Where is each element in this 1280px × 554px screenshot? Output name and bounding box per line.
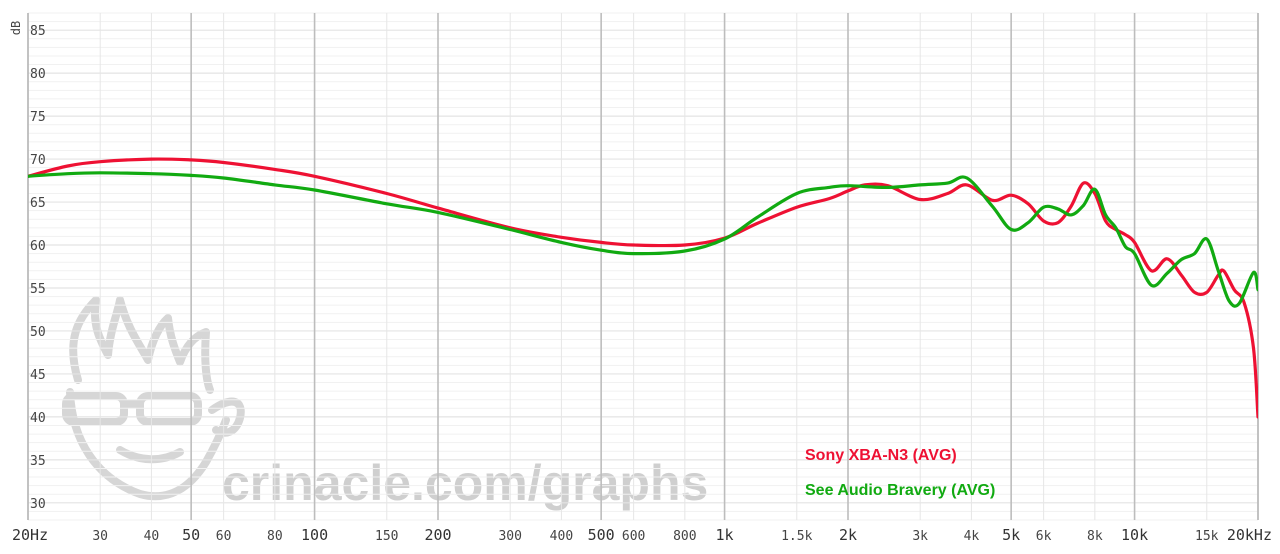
series-line-1: [28, 157, 1258, 419]
y-tick-label: 30: [30, 497, 46, 512]
x-tick-label: 8k: [1087, 529, 1103, 544]
x-tick-label: 50: [182, 526, 200, 544]
x-tick-label: 20Hz: [12, 526, 48, 544]
y-axis-label: dB: [9, 21, 23, 35]
x-tick-label: 60: [216, 529, 232, 544]
x-tick-label: 800: [673, 529, 696, 544]
y-tick-label: 35: [30, 454, 46, 469]
y-tick-label: 40: [30, 411, 46, 426]
y-tick-label: 60: [30, 239, 46, 254]
legend-entry-1: Sony XBA-N3 (AVG): [805, 447, 957, 464]
x-tick-label: 40: [144, 529, 160, 544]
x-tick-label: 2k: [839, 526, 857, 544]
y-tick-label: 50: [30, 325, 46, 340]
series-line-2: [28, 171, 1258, 308]
watermark-text: crinacle.com/graphs: [222, 455, 708, 511]
y-tick-label: 75: [30, 110, 46, 125]
x-tick-label: 150: [375, 529, 398, 544]
x-tick-label: 3k: [912, 529, 928, 544]
grid: [27, 12, 1259, 521]
legend-entry-2: See Audio Bravery (AVG): [805, 482, 995, 499]
x-axis: 20Hz 30 40 50 60 80 100 150 200 300 400 500 600 800 1k…: [12, 526, 1272, 544]
y-tick-label: 45: [30, 368, 46, 383]
x-tick-label: 300: [498, 529, 521, 544]
x-tick-label: 100: [301, 526, 328, 544]
x-tick-label: 30: [92, 529, 108, 544]
y-tick-label: 70: [30, 153, 46, 168]
y-axis: 30 35 40 45 50 55 60 65 70 75 80 85: [30, 24, 46, 512]
x-tick-label: 500: [588, 526, 615, 544]
y-tick-label: 80: [30, 67, 46, 82]
x-tick-label: 1k: [716, 526, 734, 544]
x-tick-label: 6k: [1036, 529, 1052, 544]
x-tick-label: 600: [622, 529, 645, 544]
x-tick-label: 4k: [964, 529, 980, 544]
x-tick-label: 1.5k: [781, 529, 812, 544]
x-tick-label: 400: [550, 529, 573, 544]
x-tick-label: 10k: [1121, 526, 1148, 544]
x-tick-label: 80: [267, 529, 283, 544]
x-tick-label: 200: [424, 526, 451, 544]
y-tick-label: 65: [30, 196, 46, 211]
crinacle-watermark-logo: [62, 296, 245, 501]
y-tick-label: 85: [30, 24, 46, 39]
x-tick-label: 20kHz: [1227, 526, 1272, 544]
series-lines: [28, 157, 1258, 419]
x-tick-label: 15k: [1195, 529, 1219, 544]
y-tick-label: 55: [30, 282, 46, 297]
x-tick-label: 5k: [1002, 526, 1020, 544]
legend: Sony XBA-N3 (AVG) See Audio Bravery (AVG): [805, 447, 995, 499]
